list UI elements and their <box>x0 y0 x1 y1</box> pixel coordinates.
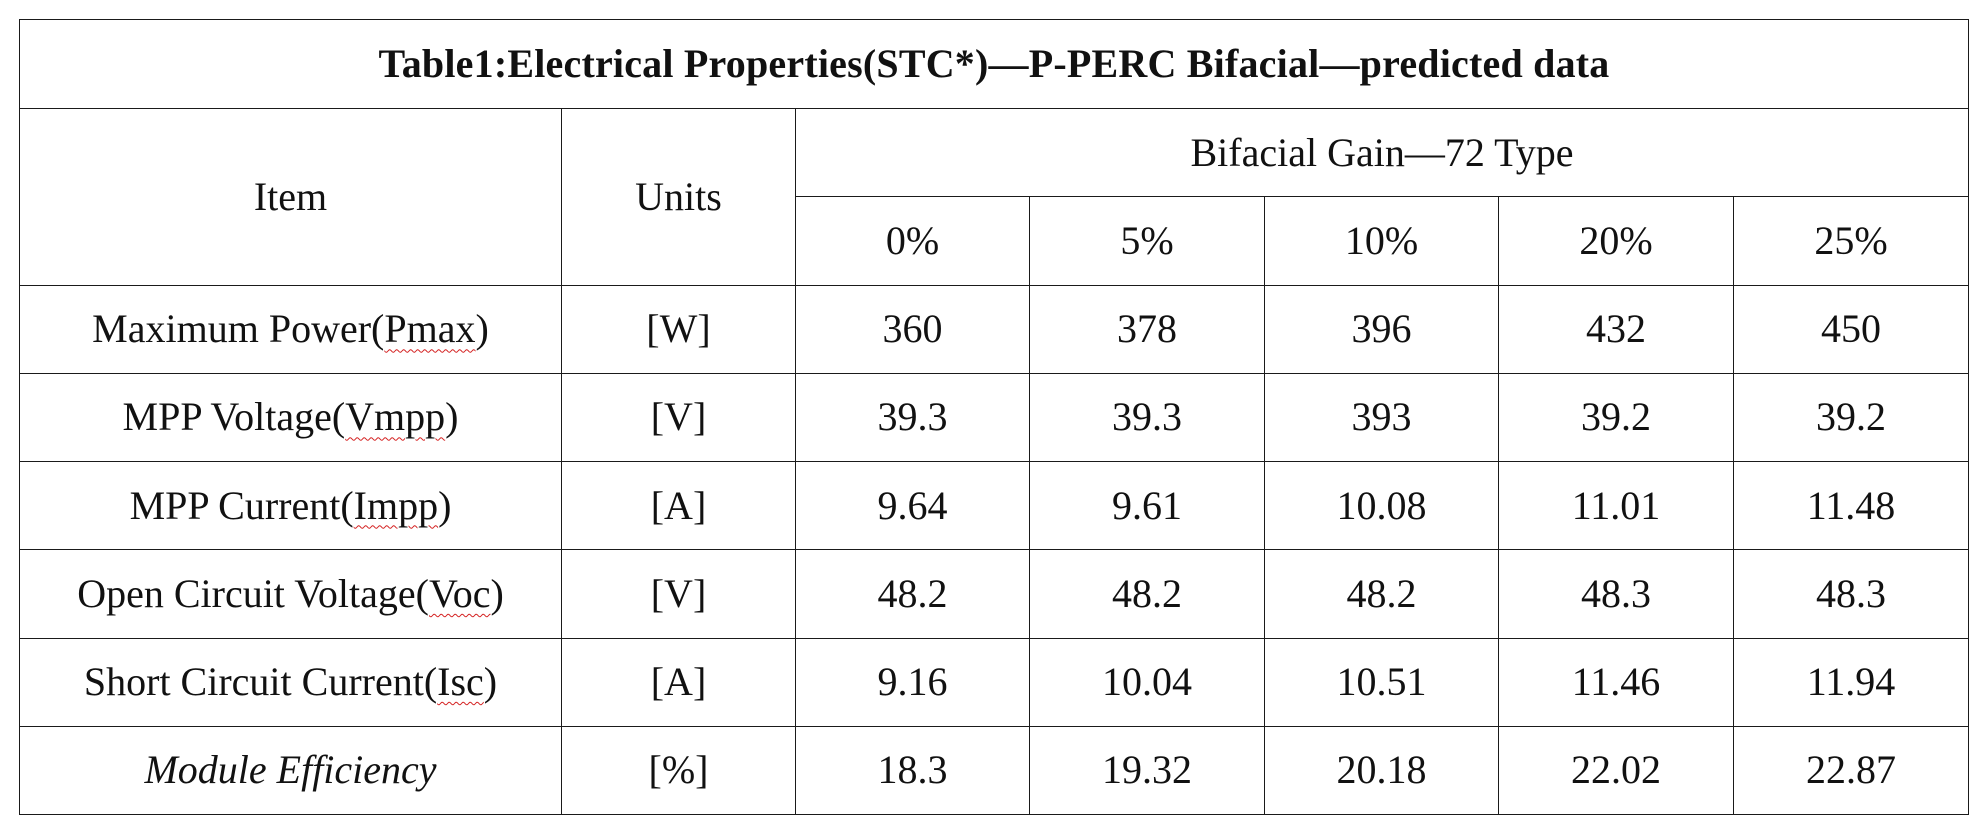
table-title: Table1:Electrical Properties(STC*)—P-PER… <box>19 18 1969 110</box>
table-cell: 22.02 <box>1498 725 1734 816</box>
header-item: Item <box>19 108 562 286</box>
table-cell: 11.94 <box>1733 637 1969 727</box>
header-bifacial-gain-group: Bifacial Gain—72 Type <box>795 108 1969 198</box>
item-abbreviation: Vmpp <box>345 394 446 440</box>
table-cell: 18.3 <box>795 725 1030 816</box>
table-row: MPP Voltage(Vmpp) [V] 39.3 39.3 393 39.2… <box>19 372 1969 463</box>
row-item-label: Module Efficiency <box>19 725 562 816</box>
table-cell: 39.2 <box>1498 372 1734 463</box>
table-cell: 48.2 <box>795 549 1030 639</box>
item-abbreviation: Voc <box>428 570 491 616</box>
table-cell: 10.08 <box>1264 461 1499 551</box>
item-name: Maximum Power( <box>92 306 385 352</box>
table-cell: 393 <box>1264 372 1499 463</box>
item-paren: ) <box>438 482 452 528</box>
item-name: Module Efficiency <box>144 747 437 793</box>
row-item-label: MPP Voltage(Vmpp) <box>19 372 562 463</box>
title-row: Table1:Electrical Properties(STC*)—P-PER… <box>19 18 1969 110</box>
item-name: Open Circuit Voltage( <box>77 570 429 616</box>
row-item-label: Maximum Power(Pmax) <box>19 284 562 374</box>
table-cell: 48.2 <box>1029 549 1265 639</box>
table-cell: 9.64 <box>795 461 1030 551</box>
row-unit: [%] <box>561 725 796 816</box>
table-cell: 432 <box>1498 284 1734 374</box>
table-row: Open Circuit Voltage(Voc) [V] 48.2 48.2 … <box>19 549 1969 639</box>
row-unit: [V] <box>561 549 796 639</box>
table-cell: 378 <box>1029 284 1265 374</box>
row-unit: [A] <box>561 637 796 727</box>
table-cell: 9.61 <box>1029 461 1265 551</box>
header-row: Item Units Bifacial Gain—72 Type <box>19 108 1969 286</box>
item-paren: ) <box>445 394 459 440</box>
item-abbreviation: Isc <box>437 659 484 705</box>
table-cell: 48.3 <box>1733 549 1969 639</box>
table-cell: 360 <box>795 284 1030 374</box>
table-cell: 19.32 <box>1029 725 1265 816</box>
item-abbreviation: Impp <box>353 482 439 528</box>
header-gain: 0% <box>795 196 1030 286</box>
table-row: Maximum Power(Pmax) [W] 360 378 396 432 … <box>19 284 1969 374</box>
header-units: Units <box>561 108 796 286</box>
table-cell: 10.04 <box>1029 637 1265 727</box>
table-cell: 20.18 <box>1264 725 1499 816</box>
row-unit: [A] <box>561 461 796 551</box>
table-cell: 11.01 <box>1498 461 1734 551</box>
row-unit: [W] <box>561 284 796 374</box>
item-name: MPP Current( <box>129 482 354 528</box>
table-row: Short Circuit Current(Isc) [A] 9.16 10.0… <box>19 637 1969 727</box>
row-item-label: Open Circuit Voltage(Voc) <box>19 549 562 639</box>
table-cell: 39.3 <box>795 372 1030 463</box>
electrical-properties-table: Table1:Electrical Properties(STC*)—P-PER… <box>19 18 1969 816</box>
table-cell: 11.46 <box>1498 637 1734 727</box>
table-row: Module Efficiency [%] 18.3 19.32 20.18 2… <box>19 725 1969 816</box>
item-name: MPP Voltage( <box>122 394 346 440</box>
table-cell: 10.51 <box>1264 637 1499 727</box>
header-gain: 5% <box>1029 196 1265 286</box>
item-name: Short Circuit Current( <box>83 659 438 705</box>
table-cell: 396 <box>1264 284 1499 374</box>
table-cell: 39.2 <box>1733 372 1969 463</box>
row-item-label: Short Circuit Current(Isc) <box>19 637 562 727</box>
table-row: MPP Current(Impp) [A] 9.64 9.61 10.08 11… <box>19 461 1969 551</box>
row-item-label: MPP Current(Impp) <box>19 461 562 551</box>
item-paren: ) <box>490 570 504 616</box>
table-cell: 11.48 <box>1733 461 1969 551</box>
item-paren: ) <box>475 306 489 352</box>
table-cell: 39.3 <box>1029 372 1265 463</box>
table-cell: 48.2 <box>1264 549 1499 639</box>
header-gain: 20% <box>1498 196 1734 286</box>
item-paren: ) <box>483 659 498 705</box>
table-cell: 22.87 <box>1733 725 1969 816</box>
header-gain: 10% <box>1264 196 1499 286</box>
table-cell: 9.16 <box>795 637 1030 727</box>
header-gain: 25% <box>1733 196 1969 286</box>
table-cell: 450 <box>1733 284 1969 374</box>
table-cell: 48.3 <box>1498 549 1734 639</box>
row-unit: [V] <box>561 372 796 463</box>
item-abbreviation: Pmax <box>384 306 476 352</box>
